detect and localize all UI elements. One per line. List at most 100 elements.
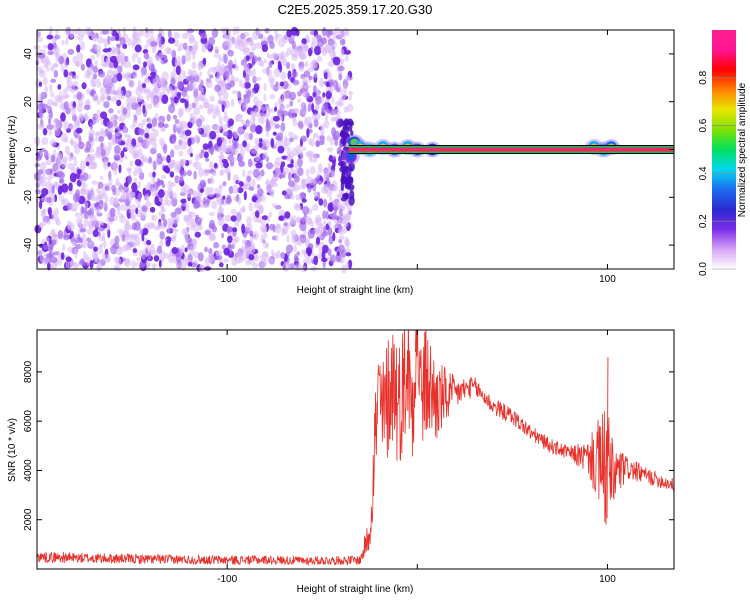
spectrogram-noise-cell bbox=[208, 211, 215, 217]
spectrogram-noise-cell bbox=[316, 87, 320, 98]
spectrogram-noise-cell bbox=[106, 121, 114, 129]
spectrogram-noise-cell bbox=[102, 38, 108, 45]
spectrogram-noise-cell bbox=[329, 254, 336, 264]
spectrogram-noise-cell bbox=[151, 249, 159, 256]
spectrogram-noise-cell bbox=[163, 123, 169, 129]
spectrogram-noise-cell bbox=[110, 96, 117, 102]
spectrogram-noise-cell bbox=[292, 118, 297, 127]
spectrogram-noise-cell bbox=[36, 66, 43, 72]
spectrogram-ytick-label: 40 bbox=[23, 48, 34, 60]
spectrogram-noise-cell bbox=[289, 137, 294, 143]
spectrogram-noise-cell bbox=[197, 60, 202, 71]
spectrogram-noise-cell bbox=[305, 92, 310, 100]
spectrogram-noise-cell bbox=[145, 136, 151, 145]
spectrogram-noise-cell bbox=[216, 137, 223, 147]
spectrogram-noise-cell bbox=[228, 186, 234, 194]
spectrogram-noise-cell bbox=[115, 43, 121, 48]
spectrogram-noise-cell bbox=[343, 248, 351, 254]
spectrogram-noise-cell bbox=[311, 113, 317, 120]
spectrogram-noise-cell bbox=[250, 110, 255, 118]
spectrogram-noise-cell bbox=[44, 59, 52, 67]
spectrogram-noise-cell bbox=[54, 128, 61, 137]
spectrogram-noise-cell bbox=[84, 112, 88, 121]
spectrogram-noise-cell bbox=[51, 228, 56, 237]
spectrogram-noise-cell bbox=[172, 123, 177, 134]
spectrogram-noise-cell bbox=[97, 226, 105, 232]
spectrogram-noise-cell bbox=[243, 122, 250, 128]
spectrogram-noise-cell bbox=[158, 81, 164, 88]
spectrogram-noise-cell bbox=[204, 186, 210, 196]
spectrogram-noise-cell bbox=[320, 46, 327, 54]
spectrogram-noise-cell bbox=[92, 161, 97, 170]
spectrogram-noise-cell bbox=[169, 171, 175, 178]
spectrogram-noise-cell bbox=[172, 114, 178, 120]
spectrogram-noise-cell bbox=[196, 118, 203, 128]
spectrogram-noise-cell bbox=[285, 104, 291, 109]
spectrogram-noise-cell bbox=[280, 50, 285, 60]
spectrogram-noise-cell bbox=[184, 247, 188, 253]
spectrogram-noise-cell bbox=[281, 35, 289, 44]
spectrogram-noise-cell bbox=[342, 92, 347, 99]
spectrogram-noise-cell bbox=[184, 214, 190, 222]
spectrogram-edge-cell bbox=[340, 161, 344, 169]
spectrogram-noise-cell bbox=[158, 93, 163, 100]
spectrogram-noise-cell bbox=[338, 97, 346, 102]
spectrogram-noise-cell bbox=[133, 177, 138, 184]
spectrogram-xtick-label: -100 bbox=[217, 274, 237, 285]
snr-spike bbox=[414, 330, 417, 353]
spectrogram-noise-cell bbox=[338, 239, 343, 244]
spectrogram-noise-cell bbox=[259, 223, 268, 233]
spectrogram-noise-cell bbox=[123, 124, 127, 134]
spectrogram-noise-cell bbox=[75, 217, 83, 226]
spectrogram-noise-cell bbox=[114, 235, 120, 245]
spectrogram-noise-cell bbox=[262, 251, 269, 261]
spectrogram-noise-cell bbox=[208, 223, 216, 230]
spectrogram-noise-cell bbox=[144, 30, 151, 39]
spectrogram-noise-cell bbox=[180, 187, 187, 195]
spectrogram-noise-cell bbox=[309, 166, 316, 175]
spectrogram-noise-cell bbox=[244, 74, 250, 83]
spectrogram-noise-cell bbox=[154, 195, 159, 206]
spectrogram-noise-cell bbox=[215, 75, 222, 84]
colorbar-tick-label: 0.6 bbox=[698, 118, 709, 132]
spectrogram-edge-cell bbox=[338, 118, 344, 127]
spectrogram-noise-cell bbox=[196, 193, 202, 202]
spectrogram-noise-cell bbox=[145, 248, 149, 257]
spectrogram-noise-cell bbox=[63, 234, 70, 241]
spectrogram-noise-cell bbox=[275, 168, 281, 175]
spectrogram-noise-cell bbox=[67, 48, 75, 56]
spectrogram-noise-cell bbox=[85, 161, 90, 167]
spectrogram-noise-cell bbox=[202, 197, 207, 206]
spectrogram-noise-cell bbox=[208, 36, 216, 46]
spectrogram-noise-cell bbox=[305, 168, 310, 177]
spectrogram-noise-cell bbox=[261, 106, 266, 112]
spectrogram-noise-cell bbox=[164, 197, 169, 206]
spectrogram-noise-cell bbox=[108, 176, 113, 186]
spectrogram-noise-cell bbox=[49, 83, 53, 93]
spectrogram-noise-cell bbox=[236, 90, 242, 99]
spectrogram-noise-cell bbox=[216, 199, 222, 206]
spectrogram-noise-cell bbox=[136, 257, 141, 262]
spectrogram-noise-cell bbox=[63, 120, 69, 131]
spectrogram-noise-cell bbox=[158, 189, 165, 198]
spectrogram-noise-cell bbox=[322, 210, 327, 220]
spectrogram-noise-cell bbox=[74, 233, 78, 241]
spectrogram-noise-cell bbox=[319, 134, 325, 144]
spectrogram-noise-cell bbox=[284, 211, 291, 219]
spectrogram-noise-cell bbox=[144, 132, 150, 139]
spectrogram-noise-cell bbox=[219, 120, 224, 130]
spectrogram-noise-cell bbox=[204, 127, 208, 134]
spectrogram-edge-cell bbox=[344, 181, 351, 188]
spectrogram-noise-cell bbox=[238, 160, 245, 167]
spectrogram-noise-cell bbox=[234, 254, 242, 265]
spectrogram-noise-cell bbox=[127, 38, 133, 47]
spectrogram-noise-cell bbox=[186, 83, 194, 92]
spectrogram-noise-cell bbox=[95, 132, 99, 139]
spectrogram-noise-cell bbox=[227, 59, 234, 69]
spectrogram-noise-cell bbox=[155, 85, 161, 94]
spectrogram-noise-cell bbox=[69, 32, 74, 39]
spectrogram-edge-cell bbox=[350, 130, 354, 137]
spectrogram-noise-cell bbox=[274, 33, 279, 42]
spectrogram-noise-cell bbox=[256, 184, 261, 189]
spectrogram-noise-cell bbox=[56, 95, 64, 104]
